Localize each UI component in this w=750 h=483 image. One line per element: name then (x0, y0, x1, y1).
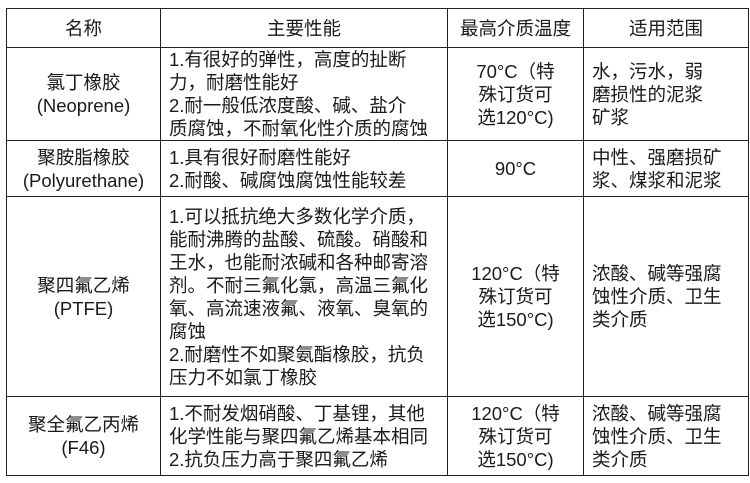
cell-line: 90°C (494, 158, 537, 179)
temperature-cell: 70°C（特 殊订货可 选120°C) (447, 47, 584, 141)
cell-line: 2.抗负压力高于聚四氟乙烯 (169, 448, 388, 470)
cell-line: 中性、强磨损矿 (592, 146, 722, 168)
cell-line: 聚四氟乙烯 (37, 274, 130, 296)
cell-line: (Neoprene) (36, 95, 131, 116)
header-temperature: 最高介质温度 (447, 8, 584, 48)
cell-line: 浓酸、碱等强腐 (592, 263, 722, 284)
cell-line: 70°C（特 (476, 60, 555, 82)
cell-line: 蚀性介质、卫生 (592, 425, 722, 447)
material-table: 名称 主要性能 最高介质温度 适用范围 氯丁橡胶 (Neoprene) 1.有很好的… (6, 8, 749, 476)
header-row: 名称 主要性能 最高介质温度 适用范围 (6, 8, 749, 48)
cell-line: 浆、煤浆和泥浆 (592, 169, 722, 191)
cell-line: 1.不耐发烟硝酸、丁基锂，其他 (169, 402, 425, 424)
cell-line: 类介质 (592, 309, 648, 330)
cell-line: 1.可以抵抗绝大多数化学介质， (169, 205, 425, 227)
cell-line: 氧、高流速液氟、液氧、臭氧的 (169, 297, 429, 319)
cell-line: 能耐沸腾的盐酸、硫酸。硝酸和 (169, 228, 429, 250)
cell-line: 聚胺脂橡胶 (37, 146, 130, 168)
cell-line: 殊订货可 (478, 425, 553, 447)
cell-line: 蚀性介质、卫生 (592, 286, 722, 307)
material-name-cell: 聚四氟乙烯 (PTFE) (6, 196, 161, 397)
cell-line: 选150°C) (477, 309, 554, 330)
table-row: 聚全氟乙丙烯 (F46) 1.不耐发烟硝酸、丁基锂，其他 化学性能与聚四氟乙烯基本相同… (6, 396, 749, 476)
cell-line: 2.耐酸、碱腐蚀腐蚀性能较差 (169, 169, 407, 191)
performance-cell: 1.有很好的弹性，高度的扯断 力，耐磨性能好 2.耐一般低浓度酸、碱、盐介 质腐蚀，不… (160, 47, 448, 141)
table-row: 聚四氟乙烯 (PTFE) 1.可以抵抗绝大多数化学介质， 能耐沸腾的盐酸、硫酸。硝酸和… (6, 196, 749, 397)
cell-line: 氯丁橡胶 (46, 72, 121, 93)
cell-line: 矿浆 (592, 106, 630, 128)
cell-line: 类介质 (592, 448, 648, 470)
cell-line: (PTFE) (53, 297, 114, 319)
cell-line: 质腐蚀，不耐氧化性介质的腐蚀 (169, 118, 429, 139)
table-row: 氯丁橡胶 (Neoprene) 1.有很好的弹性，高度的扯断 力，耐磨性能好 2.耐一般… (6, 47, 749, 141)
cell-line: 力，耐磨性能好 (169, 72, 299, 93)
cell-line: (F46) (61, 437, 106, 458)
scope-cell: 中性、强磨损矿 浆、煤浆和泥浆 (583, 140, 749, 197)
temperature-cell: 90°C (447, 140, 584, 197)
cell-line: 2.耐一般低浓度酸、碱、盐介 (169, 95, 407, 116)
temperature-cell: 120°C（特 殊订货可 选150°C) (447, 196, 584, 397)
cell-line: 殊订货可 (478, 83, 553, 105)
material-name-cell: 氯丁橡胶 (Neoprene) (6, 47, 161, 141)
cell-line: 选150°C) (477, 448, 554, 470)
cell-line: 120°C（特 (471, 263, 560, 284)
header-scope: 适用范围 (583, 8, 749, 48)
cell-line: 水，污水，弱 (592, 60, 704, 82)
cell-line: 选120°C) (477, 106, 554, 128)
cell-line: 化学性能与聚四氟乙烯基本相同 (169, 425, 429, 447)
cell-line: 腐蚀 (169, 320, 207, 342)
cell-line: 殊订货可 (478, 286, 553, 307)
table-row: 聚胺脂橡胶 (Polyurethane) 1.具有很好耐磨性能好 2.耐酸、碱腐蚀腐蚀… (6, 140, 749, 197)
cell-line: 压力不如氯丁橡胶 (169, 366, 318, 388)
cell-line: 120°C（特 (471, 402, 560, 424)
performance-cell: 1.可以抵抗绝大多数化学介质， 能耐沸腾的盐酸、硫酸。硝酸和 王水，也能耐浓碱和各种… (160, 196, 448, 397)
cell-line: 聚全氟乙丙烯 (27, 414, 139, 435)
cell-line: 1.有很好的弹性，高度的扯断 (169, 49, 407, 70)
cell-line: (Polyurethane) (22, 169, 145, 191)
scope-cell: 水，污水，弱 磨损性的泥浆 矿浆 (583, 47, 749, 141)
temperature-cell: 120°C（特 殊订货可 选150°C) (447, 396, 584, 476)
material-name-cell: 聚胺脂橡胶 (Polyurethane) (6, 140, 161, 197)
cell-line: 王水，也能耐浓碱和各种邮寄溶 (169, 251, 429, 273)
performance-cell: 1.具有很好耐磨性能好 2.耐酸、碱腐蚀腐蚀性能较差 (160, 140, 448, 197)
cell-line: 浓酸、碱等强腐 (592, 402, 722, 424)
material-name-cell: 聚全氟乙丙烯 (F46) (6, 396, 161, 476)
header-performance: 主要性能 (160, 8, 448, 48)
scope-cell: 浓酸、碱等强腐 蚀性介质、卫生 类介质 (583, 396, 749, 476)
cell-line: 2.耐磨性不如聚氨酯橡胶，抗负 (169, 343, 425, 365)
cell-line: 剂。不耐三氟化氯，高温三氟化 (169, 274, 429, 296)
cell-line: 磨损性的泥浆 (592, 83, 704, 105)
header-name: 名称 (6, 8, 161, 48)
cell-line: 1.具有很好耐磨性能好 (169, 146, 351, 168)
performance-cell: 1.不耐发烟硝酸、丁基锂，其他 化学性能与聚四氟乙烯基本相同 2.抗负压力高于聚四氟… (160, 396, 448, 476)
scope-cell: 浓酸、碱等强腐 蚀性介质、卫生 类介质 (583, 196, 749, 397)
